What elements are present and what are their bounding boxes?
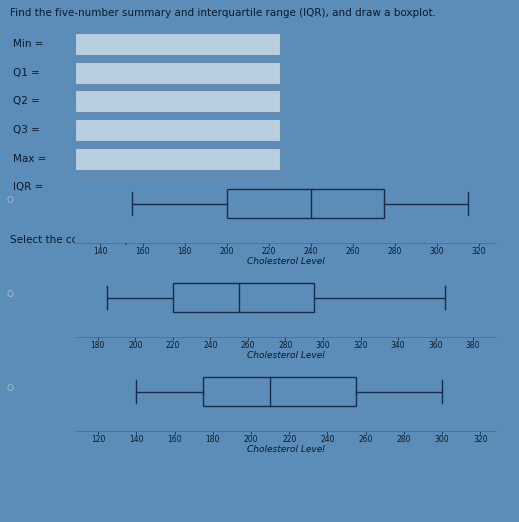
FancyBboxPatch shape bbox=[227, 189, 384, 218]
FancyBboxPatch shape bbox=[75, 176, 280, 198]
X-axis label: Cholesterol Level: Cholesterol Level bbox=[247, 445, 324, 454]
FancyBboxPatch shape bbox=[173, 283, 313, 312]
Text: Min =: Min = bbox=[13, 39, 44, 49]
FancyBboxPatch shape bbox=[75, 33, 280, 55]
FancyBboxPatch shape bbox=[75, 119, 280, 141]
FancyBboxPatch shape bbox=[75, 148, 280, 170]
FancyBboxPatch shape bbox=[75, 90, 280, 112]
Text: Q2 =: Q2 = bbox=[13, 96, 40, 106]
Text: Find the five-number summary and interquartile range (IQR), and draw a boxplot.: Find the five-number summary and interqu… bbox=[10, 8, 436, 18]
Text: O: O bbox=[7, 196, 14, 205]
Text: O: O bbox=[7, 290, 14, 299]
FancyBboxPatch shape bbox=[75, 62, 280, 84]
X-axis label: Cholesterol Level: Cholesterol Level bbox=[247, 351, 324, 360]
Text: O: O bbox=[7, 384, 14, 393]
Text: Q1 =: Q1 = bbox=[13, 67, 40, 78]
Text: Max =: Max = bbox=[13, 153, 46, 164]
FancyBboxPatch shape bbox=[203, 377, 356, 406]
Text: IQR =: IQR = bbox=[13, 182, 44, 193]
Text: Q3 =: Q3 = bbox=[13, 125, 40, 135]
Text: Select the correct boxplot.: Select the correct boxplot. bbox=[10, 235, 148, 245]
X-axis label: Cholesterol Level: Cholesterol Level bbox=[247, 257, 324, 266]
